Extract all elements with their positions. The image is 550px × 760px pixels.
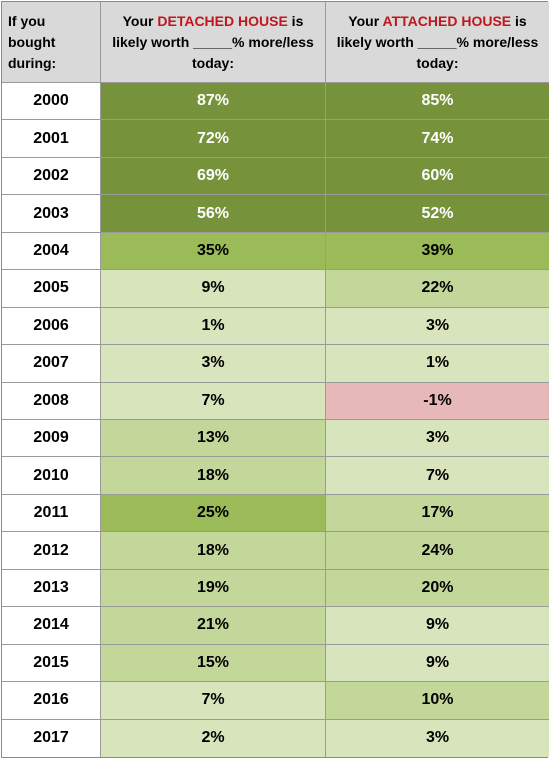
year-cell: 2006 bbox=[2, 307, 101, 346]
attached-value-cell: 85% bbox=[326, 83, 549, 121]
detached-value-cell: 7% bbox=[101, 682, 326, 720]
detached-value-cell: 18% bbox=[101, 457, 326, 495]
year-cell: 2015 bbox=[2, 644, 101, 683]
attached-value-cell: 39% bbox=[326, 232, 549, 271]
header-attached: Your ATTACHED HOUSE is likely worth ____… bbox=[326, 2, 549, 83]
header-year: If you bought during: bbox=[2, 2, 101, 83]
header-attached-label: Your ATTACHED HOUSE is likely worth ____… bbox=[330, 11, 545, 74]
attached-value-cell: 7% bbox=[326, 457, 549, 495]
detached-value-cell: 18% bbox=[101, 532, 326, 570]
header-detached-accent: DETACHED HOUSE bbox=[157, 12, 288, 29]
attached-value-cell: 60% bbox=[326, 157, 549, 196]
year-cell: 2002 bbox=[2, 157, 101, 196]
year-cell: 2007 bbox=[2, 345, 101, 383]
year-cell: 2005 bbox=[2, 270, 101, 308]
attached-value-cell: 1% bbox=[326, 345, 549, 383]
year-cell: 2014 bbox=[2, 607, 101, 645]
detached-value-cell: 7% bbox=[101, 382, 326, 420]
detached-value-cell: 72% bbox=[101, 120, 326, 158]
year-cell: 2016 bbox=[2, 682, 101, 720]
year-cell: 2004 bbox=[2, 232, 101, 271]
header-detached-post: is likely worth _____% more/less today: bbox=[112, 12, 314, 71]
year-cell: 2003 bbox=[2, 195, 101, 233]
year-cell: 2000 bbox=[2, 83, 101, 121]
detached-value-cell: 3% bbox=[101, 345, 326, 383]
detached-value-cell: 9% bbox=[101, 270, 326, 308]
attached-value-cell: 3% bbox=[326, 307, 549, 346]
attached-value-cell: 52% bbox=[326, 195, 549, 233]
detached-value-cell: 56% bbox=[101, 195, 326, 233]
attached-value-cell: 9% bbox=[326, 607, 549, 645]
header-year-label: If you bought during: bbox=[8, 12, 57, 71]
detached-value-cell: 19% bbox=[101, 569, 326, 608]
detached-value-cell: 1% bbox=[101, 307, 326, 346]
detached-value-cell: 69% bbox=[101, 157, 326, 196]
header-attached-pre: Your bbox=[348, 12, 383, 29]
attached-value-cell: 3% bbox=[326, 719, 549, 757]
year-cell: 2013 bbox=[2, 569, 101, 608]
year-cell: 2012 bbox=[2, 532, 101, 570]
detached-value-cell: 35% bbox=[101, 232, 326, 271]
detached-value-cell: 87% bbox=[101, 83, 326, 121]
attached-value-cell: 9% bbox=[326, 644, 549, 683]
header-detached-pre: Your bbox=[122, 12, 158, 29]
header-attached-post: is likely worth _____% more/less today: bbox=[336, 12, 539, 71]
year-cell: 2009 bbox=[2, 419, 101, 458]
year-cell: 2008 bbox=[2, 382, 101, 420]
year-cell: 2011 bbox=[2, 494, 101, 533]
detached-value-cell: 15% bbox=[101, 644, 326, 683]
attached-value-cell: -1% bbox=[326, 382, 549, 420]
detached-value-cell: 2% bbox=[101, 719, 326, 757]
header-attached-accent: ATTACHED HOUSE bbox=[382, 12, 512, 29]
year-cell: 2001 bbox=[2, 120, 101, 158]
attached-value-cell: 17% bbox=[326, 494, 549, 533]
attached-value-cell: 20% bbox=[326, 569, 549, 608]
attached-value-cell: 10% bbox=[326, 682, 549, 720]
year-cell: 2017 bbox=[2, 719, 101, 757]
detached-value-cell: 25% bbox=[101, 494, 326, 533]
year-cell: 2010 bbox=[2, 457, 101, 495]
detached-value-cell: 13% bbox=[101, 419, 326, 458]
header-detached: Your DETACHED HOUSE is likely worth ____… bbox=[101, 2, 326, 83]
attached-value-cell: 24% bbox=[326, 532, 549, 570]
detached-value-cell: 21% bbox=[101, 607, 326, 645]
attached-value-cell: 74% bbox=[326, 120, 549, 158]
attached-value-cell: 3% bbox=[326, 419, 549, 458]
attached-value-cell: 22% bbox=[326, 270, 549, 308]
header-detached-label: Your DETACHED HOUSE is likely worth ____… bbox=[105, 11, 321, 74]
